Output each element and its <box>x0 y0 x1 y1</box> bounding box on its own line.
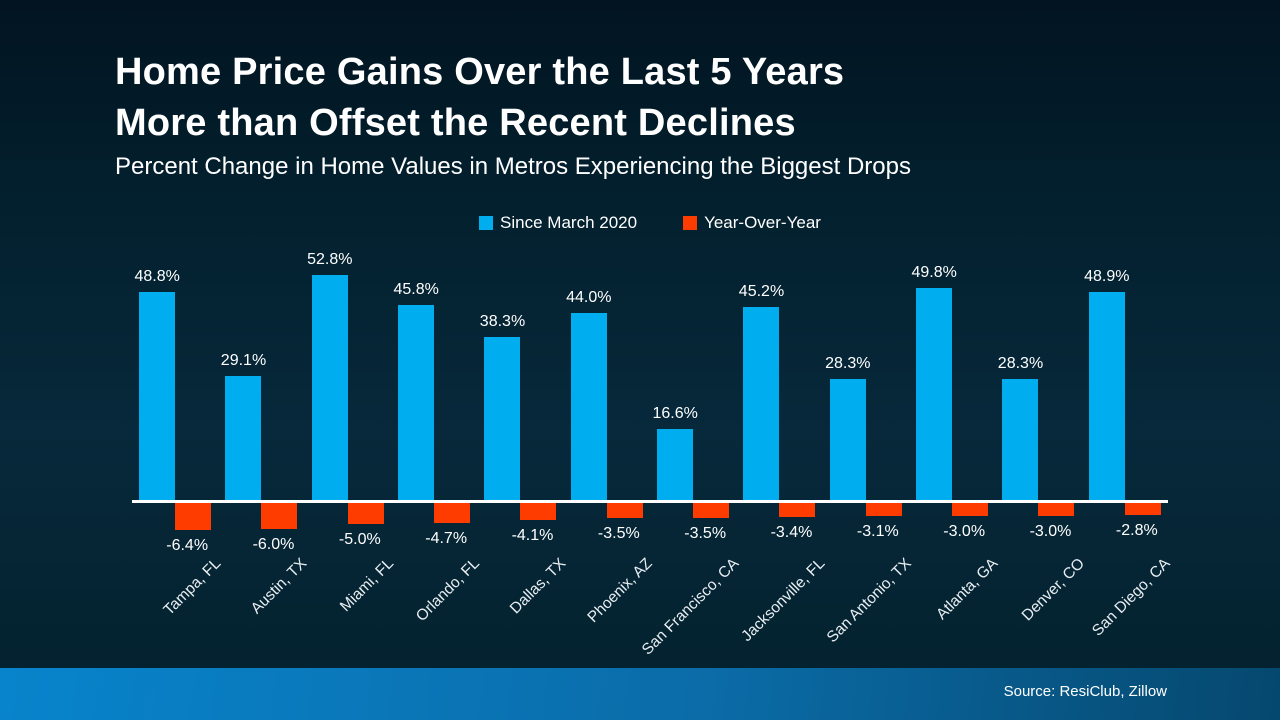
year-over-year-bar <box>520 503 557 520</box>
year-over-year-bar <box>779 503 816 517</box>
negative-value-label: -3.5% <box>684 525 727 542</box>
bar-pair: 45.8% -4.7% <box>393 250 471 660</box>
bar-group-austin-tx: 29.1% -6.0% Austin, TX <box>218 250 311 660</box>
year-over-year-bar <box>347 503 384 524</box>
year-over-year-bar <box>606 503 643 518</box>
bar-group-orlando-fl: 45.8% -4.7% Orlando, FL <box>391 250 483 660</box>
negative-value-label: -6.0% <box>252 536 295 553</box>
x-axis-line <box>132 500 1168 503</box>
chart-title: Home Price Gains Over the Last 5 Years M… <box>115 47 844 149</box>
bar-group-dallas-tx: 38.3% -4.1% Dallas, TX <box>477 250 570 660</box>
since-march-2020-bar <box>139 292 176 500</box>
bar-pair: 44.0% -3.5% <box>566 250 643 660</box>
value-label: 38.3% <box>479 313 526 330</box>
legend-item-since-march-2020: Since March 2020 <box>479 213 637 233</box>
year-over-year-bar <box>261 503 298 529</box>
source-text: Source: ResiClub, Zillow <box>1003 683 1167 700</box>
bar-pair: 52.8% -5.0% <box>307 250 384 660</box>
since-march-2020-bar <box>743 307 780 500</box>
year-over-year-bar <box>693 503 730 518</box>
bar-group-phoenix-az: 44.0% -3.5% Phoenix, AZ <box>564 250 656 660</box>
negative-value-label: -4.1% <box>511 527 554 544</box>
value-label: 48.8% <box>134 268 180 285</box>
since-march-2020-bar <box>829 379 866 500</box>
bar-group-san-diego-ca: 48.9% -2.8% San Diego, CA <box>1082 250 1174 660</box>
bar-group-denver-co: 28.3% -3.0% Denver, CO <box>995 250 1088 660</box>
bar-pair: 38.3% -4.1% <box>480 250 557 660</box>
value-label: 16.6% <box>652 405 698 422</box>
legend: Since March 2020 Year-Over-Year <box>132 213 1168 233</box>
footer-bar: Source: ResiClub, Zillow <box>0 668 1280 720</box>
bar-pair: 28.3% -3.1% <box>825 250 902 660</box>
since-march-2020-bar <box>1002 379 1039 500</box>
since-march-2020-bar <box>657 429 694 500</box>
value-label: 28.3% <box>997 355 1044 372</box>
bar-pair: 16.6% -3.5% <box>652 250 730 660</box>
bar-pair: 48.8% -6.4% <box>134 250 212 660</box>
year-over-year-bar <box>1124 503 1161 515</box>
year-over-year-bar <box>175 503 212 530</box>
negative-value-label: -3.1% <box>856 523 899 540</box>
chart-subtitle: Percent Change in Home Values in Metros … <box>115 153 911 180</box>
bar-group-san-francisco-ca: 16.6% -3.5% San Francisco, CA <box>639 250 742 660</box>
value-label: 52.8% <box>307 251 353 268</box>
bar-pair: 28.3% -3.0% <box>998 250 1075 660</box>
value-label: 45.2% <box>738 283 785 300</box>
negative-value-label: -6.4% <box>166 537 209 554</box>
since-march-2020-bar <box>484 337 521 500</box>
negative-value-label: -3.0% <box>1029 523 1072 540</box>
bar-group-jacksonville-fl: 45.2% -3.4% Jacksonville, FL <box>736 250 829 660</box>
legend-swatch-blue-icon <box>479 216 494 230</box>
since-march-2020-bar <box>398 305 435 500</box>
bar-pair: 29.1% -6.0% <box>221 250 298 660</box>
negative-value-label: -2.8% <box>1115 522 1158 539</box>
legend-swatch-orange-icon <box>683 216 698 230</box>
title-line-2: More than Offset the Recent Declines <box>115 102 796 144</box>
year-over-year-bar <box>1038 503 1075 516</box>
legend-item-year-over-year: Year-Over-Year <box>683 213 821 233</box>
legend-label-since-march-2020: Since March 2020 <box>500 213 638 232</box>
since-march-2020-bar <box>311 275 348 500</box>
chart: 48.8% -6.4% Tampa, FL 29.1% -6.0% Austin, TX 5… <box>132 250 1174 660</box>
title-line-1: Home Price Gains Over the Last 5 Years <box>115 51 845 93</box>
negative-value-label: -5.0% <box>338 531 381 548</box>
bar-group-atlanta-ga: 49.8% -3.0% Atlanta, GA <box>909 250 1001 660</box>
value-label: 49.8% <box>911 264 957 281</box>
negative-value-label: -3.0% <box>943 523 986 540</box>
bar-group-san-antonio-tx: 28.3% -3.1% San Antonio, TX <box>823 250 915 660</box>
negative-value-label: -3.4% <box>770 524 813 541</box>
since-march-2020-bar <box>225 376 262 500</box>
value-label: 48.9% <box>1084 268 1130 285</box>
negative-value-label: -3.5% <box>597 525 640 542</box>
negative-value-label: -4.7% <box>425 530 468 547</box>
since-march-2020-bar <box>570 313 607 500</box>
since-march-2020-bar <box>1088 292 1125 500</box>
year-over-year-bar <box>952 503 989 516</box>
bar-group-miami-fl: 52.8% -5.0% Miami, FL <box>305 250 397 660</box>
bar-pair: 45.2% -3.4% <box>739 250 816 660</box>
year-over-year-bar <box>865 503 902 516</box>
value-label: 45.8% <box>393 281 439 298</box>
value-label: 29.1% <box>220 352 267 369</box>
bar-pair: 49.8% -3.0% <box>911 250 989 660</box>
legend-label-year-over-year: Year-Over-Year <box>704 213 821 232</box>
bar-group-tampa-fl: 48.8% -6.4% Tampa, FL <box>132 250 224 660</box>
since-march-2020-bar <box>916 288 953 500</box>
value-label: 44.0% <box>566 289 612 306</box>
bar-pair: 48.9% -2.8% <box>1084 250 1161 660</box>
value-label: 28.3% <box>825 355 871 372</box>
year-over-year-bar <box>434 503 471 523</box>
